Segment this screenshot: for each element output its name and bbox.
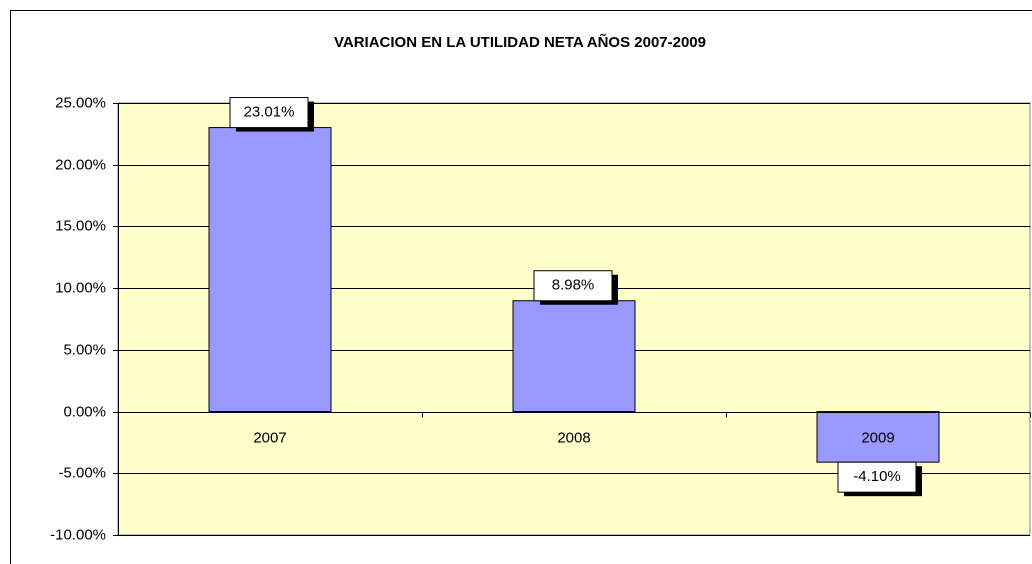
- y-tick-label: 0.00%: [63, 403, 106, 420]
- value-label-box: [533, 270, 613, 302]
- bar: [512, 300, 636, 413]
- x-tick-label: 2007: [253, 430, 286, 447]
- value-label-box: [229, 97, 309, 129]
- chart-title: VARIACION EN LA UTILIDAD NETA AÑOS 2007-…: [334, 33, 706, 51]
- x-tick-label: 2008: [557, 430, 590, 447]
- y-tick-label: 5.00%: [63, 341, 106, 358]
- value-label: 23.01%: [244, 104, 295, 121]
- bar: [816, 411, 940, 463]
- value-label: 8.98%: [552, 277, 595, 294]
- y-tick-label: 10.00%: [55, 279, 106, 296]
- bar: [208, 127, 332, 413]
- value-label-box: [837, 461, 917, 493]
- x-tick-label: 2009: [861, 430, 894, 447]
- y-tick-label: 20.00%: [55, 156, 106, 173]
- y-tick-label: -5.00%: [58, 464, 106, 481]
- y-tick-label: -10.00%: [50, 526, 106, 543]
- value-label: -4.10%: [853, 468, 901, 485]
- y-tick-label: 15.00%: [55, 217, 106, 234]
- y-tick-label: 25.00%: [55, 94, 106, 111]
